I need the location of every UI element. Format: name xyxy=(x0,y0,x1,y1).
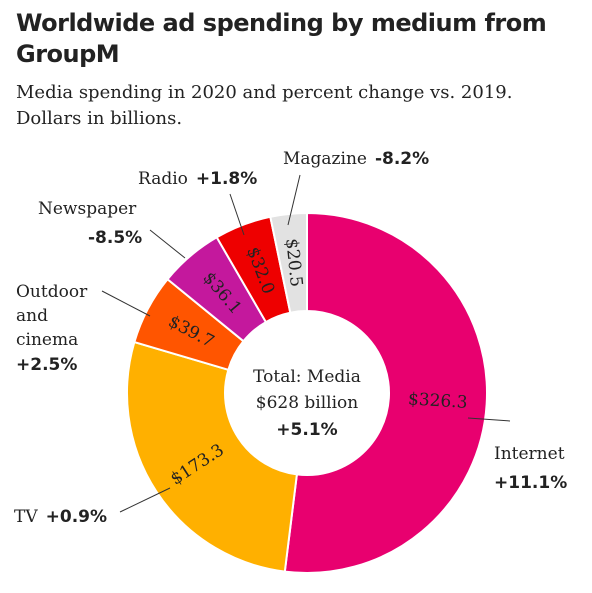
label-internet-change: +11.1% xyxy=(494,473,567,493)
label-outdoor-line-1: Outdoor xyxy=(16,282,88,302)
label-outdoor-line-2: and xyxy=(16,306,48,326)
subtitle-line-1: Media spending in 2020 and percent chang… xyxy=(16,82,513,103)
value-label-internet: $326.3 xyxy=(407,389,468,413)
leader-line-magazine xyxy=(287,174,301,226)
leader-line-outdoor xyxy=(101,290,151,317)
label-newspaper-change: -8.5% xyxy=(88,228,142,248)
leader-line-tv xyxy=(119,487,171,513)
label-radio-change: +1.8% xyxy=(196,169,257,189)
donut-slices xyxy=(126,211,488,574)
leader-line-internet xyxy=(467,417,511,422)
chart-title: Worldwide ad spending by medium from Gro… xyxy=(16,9,547,68)
value-label-magazine: $20.5 xyxy=(281,237,306,287)
leader-line-newspaper xyxy=(149,229,186,259)
chart-subtitle: Media spending in 2020 and percent chang… xyxy=(16,80,576,132)
label-newspaper-name: Newspaper xyxy=(38,199,137,219)
label-tv-name: TV xyxy=(14,507,38,527)
label-radio: Radio +1.8% xyxy=(138,169,257,189)
slice-internet xyxy=(283,211,488,574)
slice-magazine xyxy=(269,211,308,314)
label-outdoor-change: +2.5% xyxy=(16,355,77,375)
label-magazine-name: Magazine xyxy=(283,149,367,169)
center-total-change: +5.1% xyxy=(276,420,337,440)
center-total-value: $628 billion xyxy=(256,393,359,413)
label-tv-change: +0.9% xyxy=(46,507,107,527)
label-outdoor-line-3: cinema xyxy=(16,330,78,350)
label-internet-name: Internet xyxy=(494,444,565,464)
slice-tv xyxy=(126,340,299,573)
leader-lines xyxy=(101,174,511,513)
label-magazine: Magazine -8.2% xyxy=(283,149,429,169)
label-radio-name: Radio xyxy=(138,169,188,189)
label-tv: TV +0.9% xyxy=(14,507,107,527)
subtitle-line-2: Dollars in billions. xyxy=(16,108,183,129)
center-total-label: Total: Media xyxy=(253,367,361,387)
leader-line-radio xyxy=(229,193,245,236)
label-magazine-change: -8.2% xyxy=(375,149,429,169)
